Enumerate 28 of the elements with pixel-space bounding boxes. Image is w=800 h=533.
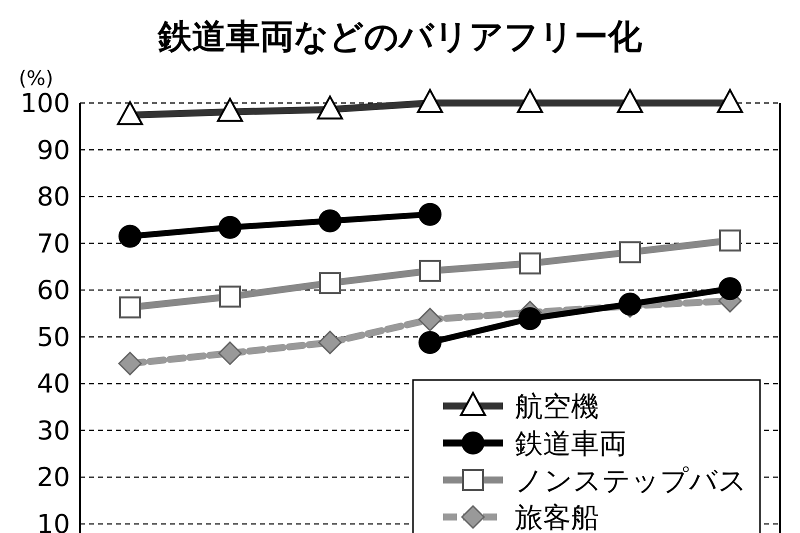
point [118, 224, 142, 248]
y-tick-label: 10 [36, 510, 70, 533]
y-tick-label: 50 [36, 322, 70, 353]
point [218, 341, 242, 365]
point [418, 202, 442, 226]
y-tick-label: 80 [36, 182, 70, 213]
legend-label: 旅客船 [515, 501, 599, 533]
point [718, 277, 742, 300]
point [118, 352, 142, 376]
y-tick-label: 30 [36, 416, 70, 446]
y-tick-label: 70 [36, 229, 70, 260]
point [418, 330, 442, 354]
y-tick-label: 100 [20, 89, 70, 119]
point [318, 330, 342, 354]
y-tick-label: 60 [36, 276, 70, 306]
legend-label: ノンステップバス [515, 464, 747, 497]
point [318, 209, 342, 232]
point [218, 216, 242, 239]
y-axis-title: (%) [18, 66, 54, 90]
point [518, 307, 542, 330]
legend-label: 航空機 [515, 390, 599, 423]
y-tick-label: 20 [36, 463, 70, 494]
chart-title: 鉄道車両などのバリアフリー化 [157, 17, 643, 57]
point [418, 308, 442, 332]
y-tick-label: 90 [36, 136, 70, 166]
point [618, 292, 642, 316]
legend-label: 鉄道車両 [515, 427, 627, 460]
y-tick-label: 40 [36, 370, 70, 400]
